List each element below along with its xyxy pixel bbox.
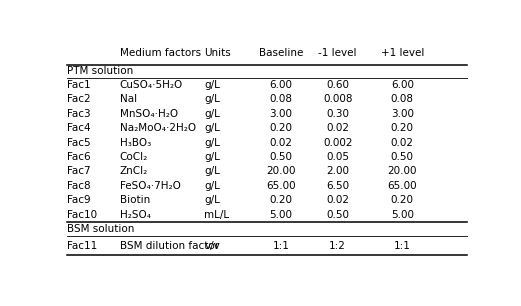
Text: Medium factors: Medium factors	[120, 48, 201, 58]
Text: 0.02: 0.02	[270, 138, 293, 147]
Text: ZnCl₂: ZnCl₂	[120, 166, 148, 177]
Text: Fac3: Fac3	[67, 109, 91, 119]
Text: Baseline: Baseline	[259, 48, 303, 58]
Text: Fac9: Fac9	[67, 195, 91, 205]
Text: g/L: g/L	[204, 123, 220, 133]
Text: 0.50: 0.50	[326, 210, 349, 220]
Text: 0.02: 0.02	[326, 195, 349, 205]
Text: Biotin: Biotin	[120, 195, 150, 205]
Text: 0.50: 0.50	[270, 152, 293, 162]
Text: -1 level: -1 level	[318, 48, 357, 58]
Text: 0.05: 0.05	[326, 152, 349, 162]
Text: 0.02: 0.02	[326, 123, 349, 133]
Text: 1:1: 1:1	[394, 241, 411, 252]
Text: Na₂MoO₄·2H₂O: Na₂MoO₄·2H₂O	[120, 123, 196, 133]
Text: 0.02: 0.02	[391, 138, 414, 147]
Text: g/L: g/L	[204, 109, 220, 119]
Text: 6.00: 6.00	[391, 80, 414, 90]
Text: 0.50: 0.50	[391, 152, 414, 162]
Text: g/L: g/L	[204, 181, 220, 191]
Text: 65.00: 65.00	[266, 181, 296, 191]
Text: g/L: g/L	[204, 138, 220, 147]
Text: 0.08: 0.08	[391, 95, 414, 104]
Text: 0.08: 0.08	[270, 95, 293, 104]
Text: 3.00: 3.00	[270, 109, 293, 119]
Text: Fac10: Fac10	[67, 210, 97, 220]
Text: NaI: NaI	[120, 95, 137, 104]
Text: Fac1: Fac1	[67, 80, 91, 90]
Text: 1:2: 1:2	[329, 241, 346, 252]
Text: 2.00: 2.00	[326, 166, 349, 177]
Text: H₂SO₄: H₂SO₄	[120, 210, 151, 220]
Text: PTM solution: PTM solution	[67, 66, 133, 76]
Text: CuSO₄·5H₂O: CuSO₄·5H₂O	[120, 80, 183, 90]
Text: 20.00: 20.00	[388, 166, 417, 177]
Text: g/L: g/L	[204, 80, 220, 90]
Text: g/L: g/L	[204, 95, 220, 104]
Text: g/L: g/L	[204, 166, 220, 177]
Text: Fac4: Fac4	[67, 123, 91, 133]
Text: MnSO₄·H₂O: MnSO₄·H₂O	[120, 109, 178, 119]
Text: BSM solution: BSM solution	[67, 224, 134, 234]
Text: H₃BO₃: H₃BO₃	[120, 138, 151, 147]
Text: 0.20: 0.20	[270, 123, 293, 133]
Text: 0.20: 0.20	[270, 195, 293, 205]
Text: 3.00: 3.00	[391, 109, 414, 119]
Text: 5.00: 5.00	[270, 210, 293, 220]
Text: 0.008: 0.008	[323, 95, 352, 104]
Text: FeSO₄·7H₂O: FeSO₄·7H₂O	[120, 181, 180, 191]
Text: 0.20: 0.20	[391, 123, 414, 133]
Text: 5.00: 5.00	[391, 210, 414, 220]
Text: 0.30: 0.30	[326, 109, 349, 119]
Text: 0.60: 0.60	[326, 80, 349, 90]
Text: 65.00: 65.00	[388, 181, 417, 191]
Text: CoCl₂: CoCl₂	[120, 152, 148, 162]
Text: +1 level: +1 level	[380, 48, 424, 58]
Text: 6.50: 6.50	[326, 181, 349, 191]
Text: Fac11: Fac11	[67, 241, 97, 252]
Text: mL/L: mL/L	[204, 210, 230, 220]
Text: 1:1: 1:1	[272, 241, 290, 252]
Text: g/L: g/L	[204, 195, 220, 205]
Text: Fac6: Fac6	[67, 152, 91, 162]
Text: 0.002: 0.002	[323, 138, 352, 147]
Text: 0.20: 0.20	[391, 195, 414, 205]
Text: Units: Units	[204, 48, 231, 58]
Text: g/L: g/L	[204, 152, 220, 162]
Text: Fac5: Fac5	[67, 138, 91, 147]
Text: Fac2: Fac2	[67, 95, 91, 104]
Text: Fac7: Fac7	[67, 166, 91, 177]
Text: Fac8: Fac8	[67, 181, 91, 191]
Text: 6.00: 6.00	[270, 80, 293, 90]
Text: 20.00: 20.00	[266, 166, 296, 177]
Text: v/v: v/v	[204, 241, 220, 252]
Text: BSM dilution factor: BSM dilution factor	[120, 241, 219, 252]
